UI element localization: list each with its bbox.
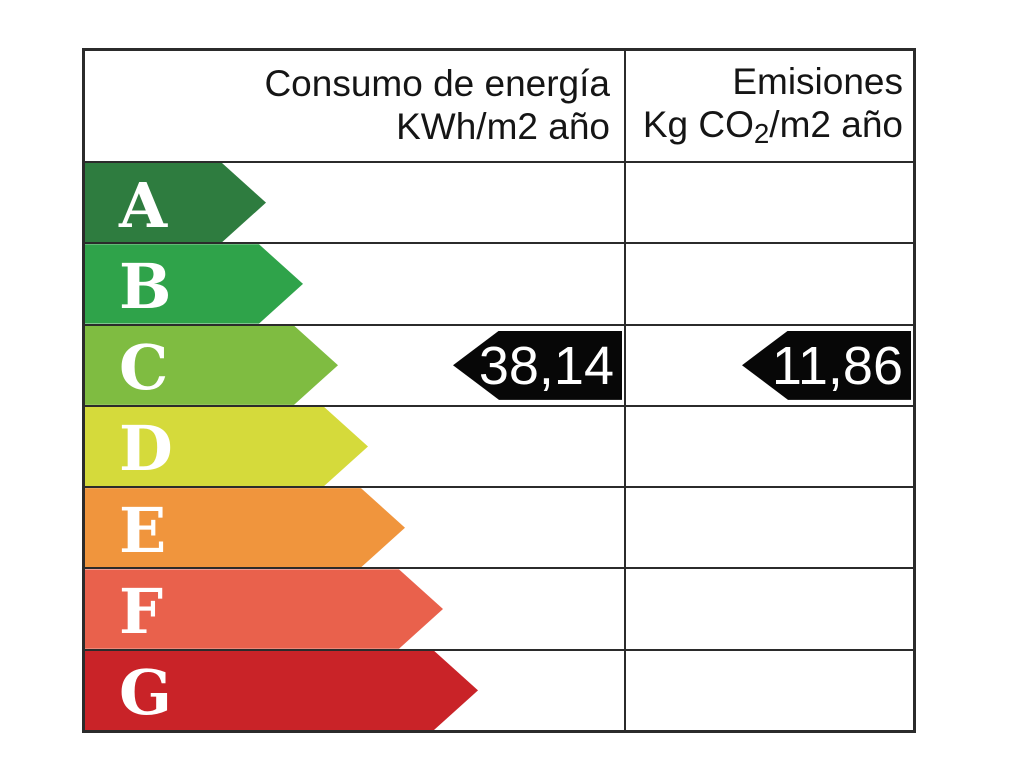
- energy-rating-table: Consumo de energía KWh/m2 año Emisiones …: [82, 48, 916, 733]
- table-header: Consumo de energía KWh/m2 año Emisiones …: [85, 51, 913, 163]
- emissions-cell-a: [626, 163, 913, 242]
- rating-row-a: A: [85, 163, 913, 245]
- consumption-cell-c: C 38,14: [85, 325, 626, 405]
- rating-row-e: E: [85, 488, 913, 570]
- rating-row-b: B: [85, 244, 913, 326]
- rating-arrow-g: G: [85, 651, 478, 730]
- rating-row-g: G: [85, 650, 913, 730]
- emissions-unit-suffix: /m2 año: [769, 104, 903, 146]
- rating-row-f: F: [85, 569, 913, 651]
- consumption-cell-d: D: [85, 406, 626, 487]
- rating-letter-f: F: [119, 575, 164, 649]
- rating-row-d: D: [85, 406, 913, 489]
- consumption-cell-f: F: [85, 569, 626, 649]
- rating-letter-b: B: [119, 249, 172, 323]
- rating-arrow-e: E: [85, 488, 405, 567]
- consumption-cell-e: E: [85, 488, 626, 568]
- emissions-unit-subscript: 2: [753, 118, 770, 150]
- consumption-value: 38,14: [478, 336, 614, 397]
- emissions-cell-b: [626, 244, 913, 323]
- emissions-column-header: Emisiones Kg CO2/m2 año: [626, 51, 913, 161]
- rating-row-c: C 38,14 11,86: [85, 325, 913, 407]
- rating-letter-e: E: [119, 493, 167, 567]
- emissions-cell-c: 11,86: [626, 326, 913, 405]
- consumption-cell-g: G: [85, 650, 626, 730]
- emissions-cell-g: [626, 651, 913, 730]
- emissions-header-line1: Emisiones: [732, 61, 903, 103]
- consumption-column-header: Consumo de energía KWh/m2 año: [85, 51, 626, 161]
- consumption-cell-a: A: [85, 163, 626, 243]
- rating-letter-a: A: [119, 168, 168, 242]
- emissions-unit-prefix: Kg CO: [642, 104, 754, 146]
- consumption-header-line2: KWh/m2 año: [396, 106, 610, 147]
- emissions-value: 11,86: [771, 336, 903, 397]
- consumption-value-arrow: 38,14: [453, 330, 622, 400]
- consumption-cell-b: B: [85, 244, 626, 324]
- emissions-header-line2: Kg CO2/m2 año: [626, 104, 903, 150]
- rating-arrow-d: D: [85, 407, 368, 486]
- emissions-cell-e: [626, 488, 913, 567]
- rating-arrow-f: F: [85, 569, 443, 648]
- rating-arrow-a: A: [85, 163, 266, 242]
- rating-letter-d: D: [119, 412, 173, 486]
- emissions-cell-f: [626, 569, 913, 648]
- rating-letter-g: G: [119, 656, 172, 730]
- emissions-value-arrow: 11,86: [742, 330, 911, 400]
- rating-arrow-b: B: [85, 244, 303, 323]
- emissions-cell-d: [626, 407, 913, 486]
- consumption-header-line1: Consumo de energía: [264, 63, 610, 105]
- rating-letter-c: C: [119, 331, 169, 405]
- rating-arrow-c: C: [85, 326, 338, 405]
